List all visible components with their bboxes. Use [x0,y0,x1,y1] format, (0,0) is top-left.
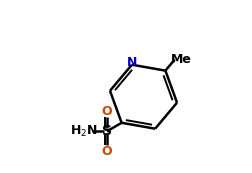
Text: O: O [101,145,112,158]
Text: H$_2$N: H$_2$N [69,124,97,139]
Text: S: S [102,124,111,138]
Text: O: O [101,105,112,118]
Text: N: N [126,56,137,69]
Text: Me: Me [170,53,191,66]
